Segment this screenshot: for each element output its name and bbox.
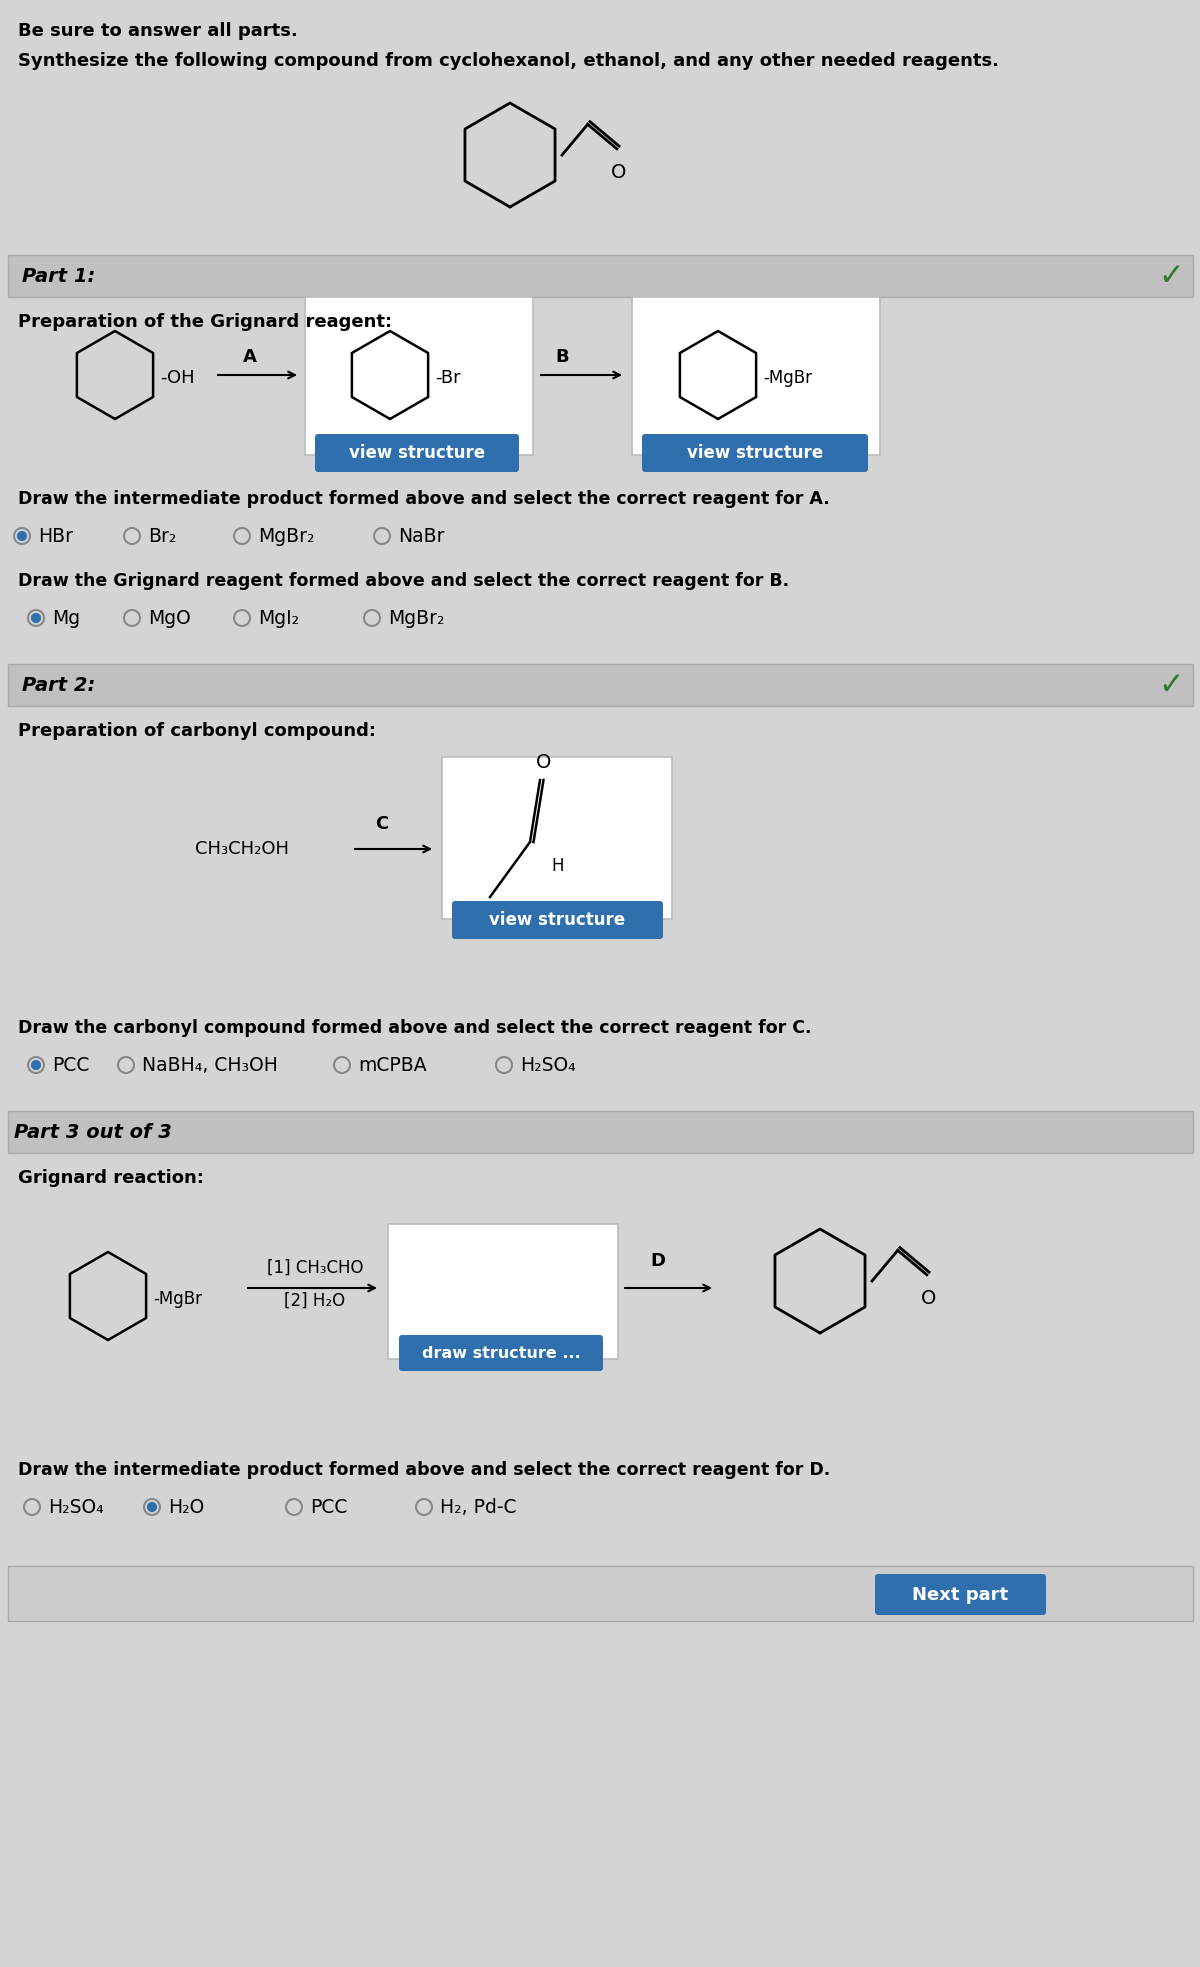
Text: -Br: -Br — [436, 370, 461, 387]
Text: view structure: view structure — [686, 445, 823, 462]
Text: [1] CH₃CHO: [1] CH₃CHO — [266, 1259, 364, 1277]
Text: Br₂: Br₂ — [148, 527, 176, 545]
Text: mCPBA: mCPBA — [358, 1056, 427, 1074]
Text: MgI₂: MgI₂ — [258, 608, 299, 627]
Circle shape — [148, 1503, 156, 1511]
Text: NaBH₄, CH₃OH: NaBH₄, CH₃OH — [142, 1056, 278, 1074]
Text: MgBr₂: MgBr₂ — [388, 608, 444, 627]
Text: B: B — [556, 348, 569, 366]
Circle shape — [31, 1060, 41, 1070]
FancyBboxPatch shape — [632, 297, 880, 454]
Text: O: O — [536, 753, 552, 771]
Text: Part 1:: Part 1: — [22, 266, 95, 285]
Text: view structure: view structure — [349, 445, 485, 462]
Text: HBr: HBr — [38, 527, 73, 545]
FancyBboxPatch shape — [642, 435, 868, 472]
Text: -MgBr: -MgBr — [763, 370, 812, 387]
Circle shape — [18, 531, 26, 541]
Text: Draw the intermediate product formed above and select the correct reagent for D.: Draw the intermediate product formed abo… — [18, 1461, 830, 1479]
Text: Be sure to answer all parts.: Be sure to answer all parts. — [18, 22, 298, 39]
FancyBboxPatch shape — [8, 1566, 1193, 1621]
Text: O: O — [922, 1288, 936, 1308]
Text: PCC: PCC — [310, 1497, 347, 1517]
Text: Preparation of carbonyl compound:: Preparation of carbonyl compound: — [18, 722, 376, 740]
Text: H₂SO₄: H₂SO₄ — [520, 1056, 576, 1074]
Text: CH₃CH₂OH: CH₃CH₂OH — [194, 840, 289, 858]
Text: H₂O: H₂O — [168, 1497, 204, 1517]
Text: Part 2:: Part 2: — [22, 675, 95, 694]
Text: MgBr₂: MgBr₂ — [258, 527, 314, 545]
Text: ✓: ✓ — [1158, 262, 1183, 291]
FancyBboxPatch shape — [314, 435, 520, 472]
Text: ✓: ✓ — [1158, 671, 1183, 700]
FancyBboxPatch shape — [388, 1223, 618, 1359]
Text: view structure: view structure — [490, 911, 625, 928]
FancyBboxPatch shape — [8, 256, 1193, 297]
Text: Next part: Next part — [912, 1585, 1008, 1603]
FancyBboxPatch shape — [452, 901, 662, 938]
FancyBboxPatch shape — [875, 1574, 1046, 1615]
Text: draw structure ...: draw structure ... — [421, 1345, 581, 1361]
Text: Grignard reaction:: Grignard reaction: — [18, 1168, 204, 1186]
Text: Draw the Grignard reagent formed above and select the correct reagent for B.: Draw the Grignard reagent formed above a… — [18, 572, 790, 590]
Text: MgO: MgO — [148, 608, 191, 627]
FancyBboxPatch shape — [442, 757, 672, 919]
Text: H: H — [552, 858, 564, 875]
Text: [2] H₂O: [2] H₂O — [284, 1292, 346, 1310]
Text: D: D — [650, 1253, 666, 1271]
Text: O: O — [611, 163, 626, 181]
Text: Synthesize the following compound from cyclohexanol, ethanol, and any other need: Synthesize the following compound from c… — [18, 51, 998, 71]
Text: Draw the intermediate product formed above and select the correct reagent for A.: Draw the intermediate product formed abo… — [18, 490, 829, 507]
Text: C: C — [376, 814, 389, 832]
Text: A: A — [244, 348, 257, 366]
FancyBboxPatch shape — [8, 665, 1193, 706]
Circle shape — [31, 614, 41, 622]
FancyBboxPatch shape — [8, 1111, 1193, 1153]
Text: NaBr: NaBr — [398, 527, 444, 545]
Text: H₂, Pd-C: H₂, Pd-C — [440, 1497, 516, 1517]
Text: Part 3 out of 3: Part 3 out of 3 — [14, 1123, 172, 1141]
Text: -OH: -OH — [160, 370, 194, 387]
Text: H₂SO₄: H₂SO₄ — [48, 1497, 103, 1517]
Text: -MgBr: -MgBr — [154, 1290, 202, 1308]
FancyBboxPatch shape — [398, 1336, 604, 1371]
Text: PCC: PCC — [52, 1056, 89, 1074]
Text: Draw the carbonyl compound formed above and select the correct reagent for C.: Draw the carbonyl compound formed above … — [18, 1019, 811, 1037]
Text: Mg: Mg — [52, 608, 80, 627]
Text: Preparation of the Grignard reagent:: Preparation of the Grignard reagent: — [18, 313, 392, 330]
FancyBboxPatch shape — [305, 297, 533, 454]
